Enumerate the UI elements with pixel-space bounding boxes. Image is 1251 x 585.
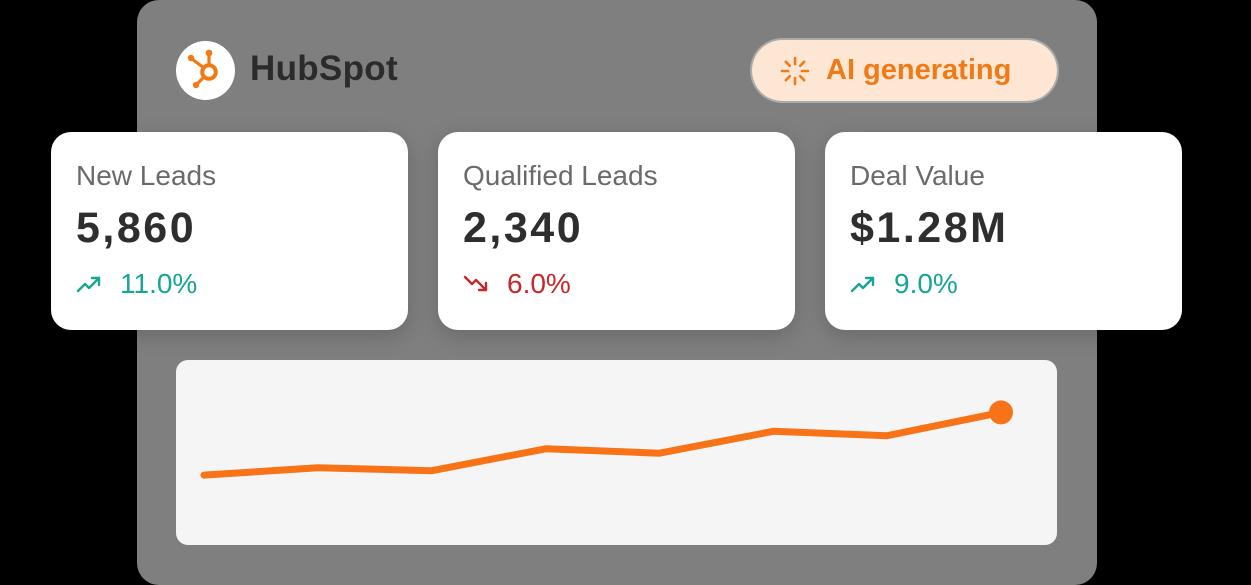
- metric-value: 5,860: [76, 204, 197, 252]
- trending-up-icon: [76, 276, 101, 293]
- metric-value: 2,340: [463, 204, 584, 252]
- metric-card-qualified-leads[interactable]: Qualified Leads 2,340 6.0%: [438, 132, 795, 330]
- ai-generating-badge[interactable]: AI generating: [752, 40, 1057, 101]
- metric-delta-value: 9.0%: [894, 268, 958, 299]
- series-last-point: [989, 400, 1013, 425]
- trend-chart: [176, 360, 1057, 545]
- metric-label: Deal Value: [850, 160, 985, 191]
- metric-label: Qualified Leads: [463, 160, 658, 191]
- metric-card-deal-value[interactable]: Deal Value $1.28M 9.0%: [825, 132, 1182, 330]
- metric-delta: 9.0%: [850, 266, 958, 302]
- metric-value: $1.28M: [850, 204, 1009, 252]
- brand-name: HubSpot: [250, 49, 398, 88]
- hubspot-logo-icon: [176, 41, 235, 100]
- metric-label: New Leads: [76, 160, 217, 191]
- metric-delta-value: 6.0%: [507, 268, 571, 299]
- trending-down-icon: [463, 275, 488, 292]
- metric-delta: 6.0%: [463, 266, 571, 302]
- metric-card-new-leads[interactable]: New Leads 5,860 11.0%: [51, 132, 408, 330]
- metric-delta-value: 11.0%: [120, 268, 198, 299]
- loading-spinner-icon: [780, 56, 810, 86]
- ai-generating-label: AI generating: [826, 54, 1012, 86]
- trending-up-icon: [850, 276, 875, 293]
- metric-delta: 11.0%: [76, 266, 197, 302]
- series-line: [200, 408, 1005, 479]
- trend-chart-svg: [200, 400, 1013, 479]
